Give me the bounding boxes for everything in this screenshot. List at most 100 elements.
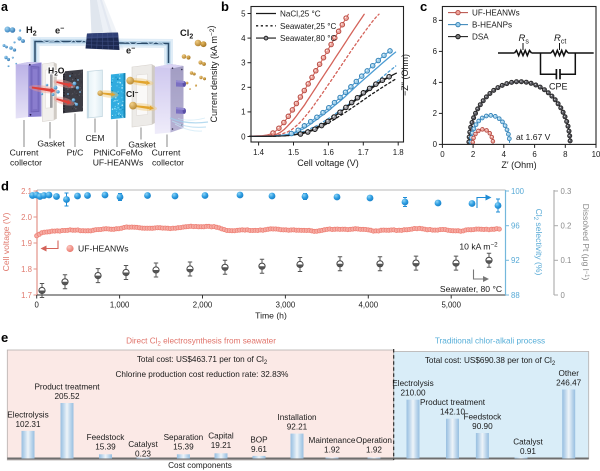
svg-text:1.4: 1.4 bbox=[253, 148, 265, 157]
svg-text:Catalyst: Catalyst bbox=[513, 438, 543, 447]
svg-text:2.0: 2.0 bbox=[21, 213, 33, 222]
svg-text:210.00: 210.00 bbox=[400, 389, 425, 398]
svg-text:e−: e− bbox=[55, 26, 64, 36]
svg-text:1.92: 1.92 bbox=[366, 446, 382, 455]
svg-text:4,000: 4,000 bbox=[359, 301, 379, 310]
svg-text:0.2: 0.2 bbox=[561, 222, 572, 231]
svg-text:0.23: 0.23 bbox=[135, 450, 151, 459]
svg-text:4: 4 bbox=[433, 78, 438, 87]
svg-text:Cl−: Cl− bbox=[126, 89, 139, 99]
svg-text:H2: H2 bbox=[26, 25, 37, 37]
svg-text:Chlorine production cost reduc: Chlorine production cost reduction rate:… bbox=[116, 370, 289, 379]
svg-text:1.92: 1.92 bbox=[324, 446, 340, 455]
svg-text:92.21: 92.21 bbox=[287, 423, 308, 432]
svg-text:d: d bbox=[1, 179, 9, 194]
svg-text:8: 8 bbox=[433, 16, 438, 25]
svg-text:Pt/C: Pt/C bbox=[67, 148, 84, 158]
svg-text:Gasket: Gasket bbox=[37, 139, 65, 149]
svg-text:0.3: 0.3 bbox=[561, 187, 572, 196]
svg-text:1.9: 1.9 bbox=[21, 239, 32, 248]
svg-text:1.8: 1.8 bbox=[21, 265, 32, 274]
svg-text:a: a bbox=[1, 0, 9, 14]
svg-text:15.39: 15.39 bbox=[95, 443, 116, 452]
svg-text:Installation: Installation bbox=[277, 413, 317, 422]
svg-text:NaCl,25 °C: NaCl,25 °C bbox=[280, 10, 321, 19]
svg-text:8: 8 bbox=[563, 150, 568, 159]
svg-text:2,000: 2,000 bbox=[193, 301, 213, 310]
svg-text:Separation: Separation bbox=[164, 433, 204, 442]
svg-text:15.39: 15.39 bbox=[173, 443, 194, 452]
svg-text:1: 1 bbox=[241, 108, 245, 117]
svg-text:2.1: 2.1 bbox=[21, 187, 32, 196]
svg-text:H2O: H2O bbox=[48, 66, 65, 78]
svg-text:90.90: 90.90 bbox=[472, 422, 493, 431]
svg-text:0: 0 bbox=[440, 150, 445, 159]
svg-text:Cell voltage (V): Cell voltage (V) bbox=[1, 212, 11, 271]
svg-text:Feedstock: Feedstock bbox=[87, 433, 126, 442]
svg-text:2: 2 bbox=[471, 150, 475, 159]
svg-text:Current: Current bbox=[152, 148, 181, 158]
svg-text:246.47: 246.47 bbox=[556, 379, 581, 388]
svg-text:Seawater,80 °C: Seawater,80 °C bbox=[280, 34, 336, 43]
svg-text:10: 10 bbox=[592, 150, 600, 159]
svg-text:1,000: 1,000 bbox=[110, 301, 130, 310]
svg-text:collector: collector bbox=[10, 158, 42, 168]
svg-text:Other: Other bbox=[558, 369, 579, 378]
svg-text:Cell voltage (V): Cell voltage (V) bbox=[297, 158, 359, 168]
svg-text:Product treatment: Product treatment bbox=[34, 383, 100, 392]
svg-text:Z′ (Ohm): Z′ (Ohm) bbox=[501, 160, 536, 170]
svg-text:−Z″ (Ohm): −Z″ (Ohm) bbox=[400, 54, 410, 96]
svg-text:UF-HEANWs: UF-HEANWs bbox=[93, 158, 144, 168]
svg-text:6: 6 bbox=[433, 47, 438, 56]
svg-text:2: 2 bbox=[241, 83, 245, 92]
svg-text:Gasket: Gasket bbox=[128, 140, 156, 150]
svg-text:100: 100 bbox=[511, 187, 525, 196]
svg-text:2: 2 bbox=[433, 109, 437, 118]
svg-text:Traditional chlor-alkali proce: Traditional chlor-alkali process bbox=[435, 337, 545, 346]
svg-text:Total cost: US$690.38 per ton: Total cost: US$690.38 per ton of Cl2 bbox=[425, 356, 556, 367]
svg-text:19.21: 19.21 bbox=[211, 441, 232, 450]
svg-text:Electrolysis: Electrolysis bbox=[392, 379, 433, 388]
svg-text:96: 96 bbox=[511, 222, 520, 231]
svg-text:Current: Current bbox=[10, 148, 39, 158]
svg-text:Cl2 selectivity (%): Cl2 selectivity (%) bbox=[532, 209, 544, 276]
svg-text:92: 92 bbox=[511, 256, 520, 265]
svg-text:Current density (kA m−2): Current density (kA m−2) bbox=[206, 26, 219, 123]
svg-text:10 kA m−2: 10 kA m−2 bbox=[459, 242, 498, 252]
svg-text:Direct Cl2 electrosynthesis fr: Direct Cl2 electrosynthesis from seawate… bbox=[126, 337, 276, 348]
svg-text:e: e bbox=[1, 330, 8, 345]
svg-text:Feedstock: Feedstock bbox=[464, 413, 503, 422]
svg-text:0: 0 bbox=[241, 132, 246, 141]
svg-text:0.91: 0.91 bbox=[520, 447, 536, 456]
svg-text:3,000: 3,000 bbox=[276, 301, 296, 310]
svg-text:0: 0 bbox=[561, 291, 566, 300]
svg-text:6: 6 bbox=[532, 150, 537, 159]
svg-text:Capital: Capital bbox=[208, 432, 234, 441]
svg-text:1.5: 1.5 bbox=[288, 148, 300, 157]
svg-text:Seawater, 80 °C: Seawater, 80 °C bbox=[440, 284, 502, 294]
svg-text:DSA: DSA bbox=[472, 33, 489, 42]
svg-text:0.1: 0.1 bbox=[561, 256, 572, 265]
svg-text:CEM: CEM bbox=[85, 133, 104, 143]
svg-text:CPE: CPE bbox=[549, 82, 568, 92]
svg-text:1.8: 1.8 bbox=[393, 148, 405, 157]
svg-text:4: 4 bbox=[241, 34, 246, 43]
svg-text:88: 88 bbox=[511, 291, 520, 300]
svg-text:1.7: 1.7 bbox=[21, 291, 32, 300]
svg-text:Catalyst: Catalyst bbox=[128, 440, 158, 449]
svg-text:BOP: BOP bbox=[250, 436, 268, 445]
svg-text:142.10: 142.10 bbox=[440, 408, 465, 417]
svg-text:UF-HEANWs: UF-HEANWs bbox=[472, 9, 520, 18]
svg-text:102.31: 102.31 bbox=[15, 420, 40, 429]
svg-text:1.6: 1.6 bbox=[323, 148, 335, 157]
svg-text:0: 0 bbox=[35, 301, 40, 310]
svg-text:Total cost: US$463.71 per ton: Total cost: US$463.71 per ton of Cl2 bbox=[137, 355, 268, 366]
svg-text:b: b bbox=[221, 0, 229, 14]
svg-text:UF-HEANWs: UF-HEANWs bbox=[78, 244, 129, 254]
svg-text:at 1.67 V: at 1.67 V bbox=[516, 132, 551, 142]
svg-text:PtNiCoFeMo: PtNiCoFeMo bbox=[93, 148, 142, 158]
svg-text:5,000: 5,000 bbox=[441, 301, 461, 310]
svg-text:3: 3 bbox=[241, 59, 246, 68]
svg-text:c: c bbox=[420, 0, 427, 14]
svg-text:0: 0 bbox=[433, 140, 438, 149]
